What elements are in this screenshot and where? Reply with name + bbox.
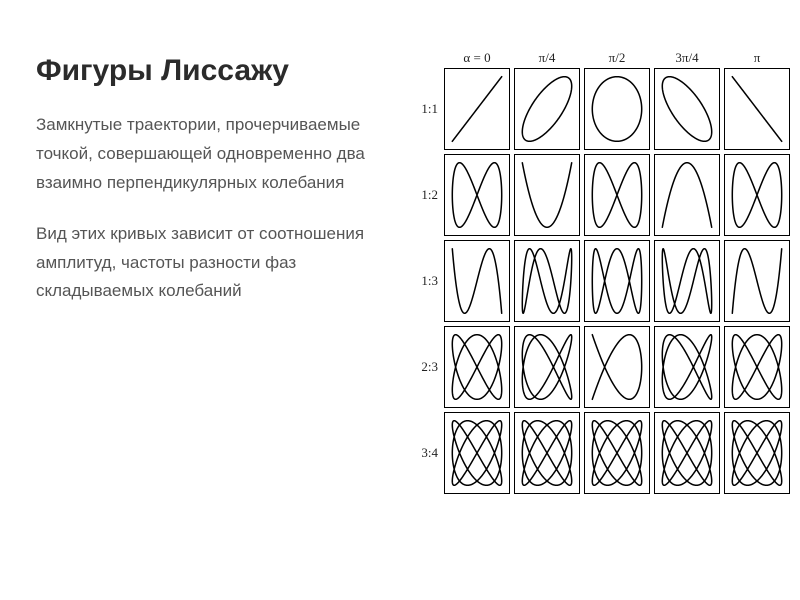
- column-label: π: [722, 50, 792, 66]
- column-label: π/4: [512, 50, 582, 66]
- grid-body: 1:1 1:2 1:3 2:3 3:4: [412, 66, 792, 496]
- lissajous-cell: [444, 240, 510, 322]
- row-label: 2:3: [412, 324, 442, 410]
- lissajous-cell: [724, 412, 790, 494]
- lissajous-cell: [444, 154, 510, 236]
- lissajous-curve-icon: [447, 329, 507, 405]
- page-root: Фигуры Лиссажу Замкнутые траектории, про…: [0, 0, 800, 600]
- lissajous-curve-icon: [517, 243, 577, 319]
- lissajous-cell: [514, 154, 580, 236]
- lissajous-cell: [654, 240, 720, 322]
- lissajous-curve-icon: [727, 243, 787, 319]
- lissajous-cell: [724, 154, 790, 236]
- lissajous-curve-icon: [587, 415, 647, 491]
- lissajous-cell: [584, 240, 650, 322]
- lissajous-cell: [724, 68, 790, 150]
- lissajous-cell: [444, 412, 510, 494]
- lissajous-cell: [724, 240, 790, 322]
- lissajous-curve-icon: [587, 71, 647, 147]
- lissajous-curve-icon: [657, 415, 717, 491]
- lissajous-curve-icon: [727, 71, 787, 147]
- lissajous-curve-icon: [447, 415, 507, 491]
- column-label: π/2: [582, 50, 652, 66]
- lissajous-curve-icon: [657, 243, 717, 319]
- lissajous-curve-icon: [447, 243, 507, 319]
- lissajous-cell: [514, 240, 580, 322]
- paragraph-2: Вид этих кривых зависит от соотношения а…: [36, 220, 396, 307]
- row-label: 1:2: [412, 152, 442, 238]
- lissajous-curve-icon: [517, 71, 577, 147]
- lissajous-grid: α = 0 π/4 π/2 3π/4 π 1:1 1:2 1:3 2:3 3:4: [412, 50, 792, 496]
- lissajous-cell: [654, 154, 720, 236]
- lissajous-cell: [584, 68, 650, 150]
- lissajous-curve-icon: [517, 157, 577, 233]
- row-labels-column: 1:1 1:2 1:3 2:3 3:4: [412, 66, 442, 496]
- lissajous-curve-icon: [657, 329, 717, 405]
- lissajous-cell: [514, 68, 580, 150]
- lissajous-cell: [654, 68, 720, 150]
- lissajous-curve-icon: [657, 157, 717, 233]
- text-column: Фигуры Лиссажу Замкнутые траектории, про…: [36, 50, 408, 576]
- lissajous-cell: [514, 326, 580, 408]
- lissajous-cell: [514, 412, 580, 494]
- lissajous-curve-icon: [587, 329, 647, 405]
- lissajous-cell: [724, 326, 790, 408]
- lissajous-curve-icon: [727, 415, 787, 491]
- lissajous-cell: [584, 154, 650, 236]
- row-label: 3:4: [412, 410, 442, 496]
- figure-column: α = 0 π/4 π/2 3π/4 π 1:1 1:2 1:3 2:3 3:4: [408, 50, 792, 576]
- lissajous-curve-icon: [517, 329, 577, 405]
- lissajous-cell: [444, 326, 510, 408]
- lissajous-curve-icon: [727, 329, 787, 405]
- lissajous-curve-icon: [587, 243, 647, 319]
- column-labels-row: α = 0 π/4 π/2 3π/4 π: [442, 50, 792, 66]
- lissajous-curve-icon: [447, 71, 507, 147]
- lissajous-cell: [654, 412, 720, 494]
- column-label: α = 0: [442, 50, 512, 66]
- lissajous-curve-icon: [517, 415, 577, 491]
- paragraph-1: Замкнутые траектории, прочерчиваемые точ…: [36, 111, 396, 198]
- lissajous-curve-icon: [447, 157, 507, 233]
- lissajous-cell: [584, 412, 650, 494]
- lissajous-cell: [444, 68, 510, 150]
- lissajous-curve-icon: [587, 157, 647, 233]
- lissajous-curve-icon: [657, 71, 717, 147]
- column-label: 3π/4: [652, 50, 722, 66]
- cells-grid: [442, 66, 792, 496]
- lissajous-curve-icon: [727, 157, 787, 233]
- lissajous-cell: [584, 326, 650, 408]
- page-title: Фигуры Лиссажу: [36, 54, 396, 87]
- lissajous-cell: [654, 326, 720, 408]
- row-label: 1:3: [412, 238, 442, 324]
- row-label: 1:1: [412, 66, 442, 152]
